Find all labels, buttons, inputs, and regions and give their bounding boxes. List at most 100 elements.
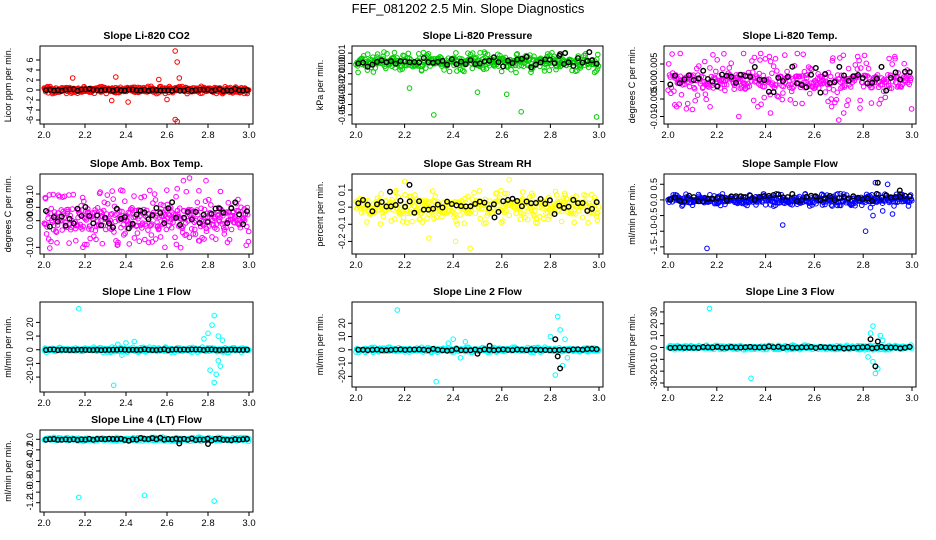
data-point <box>100 207 107 214</box>
y-tick-label: -1.0 <box>649 223 659 239</box>
data-point <box>406 198 413 205</box>
data-point <box>82 203 89 210</box>
x-tick-label: 2.0 <box>37 260 50 271</box>
data-point <box>761 94 768 101</box>
data-point <box>761 83 768 90</box>
data-point <box>713 68 719 75</box>
data-point <box>221 231 228 237</box>
data-point <box>476 60 483 67</box>
x-tick-label: 3.0 <box>905 393 918 404</box>
data-point <box>469 65 476 72</box>
data-point <box>486 342 493 349</box>
data-point <box>869 197 876 204</box>
data-point <box>702 58 708 65</box>
data-point <box>751 196 758 203</box>
data-point <box>225 199 232 206</box>
data-point <box>593 346 600 353</box>
data-point <box>42 195 49 202</box>
panel-title: Slope Li-820 Pressure <box>423 30 533 42</box>
data-point <box>484 51 491 58</box>
data-point <box>885 72 891 78</box>
data-point <box>134 230 141 236</box>
data-point <box>388 58 395 65</box>
data-point <box>870 358 876 365</box>
y-tick-label: 0.00 <box>337 55 347 73</box>
data-point <box>583 192 589 199</box>
data-point <box>752 194 759 200</box>
data-point <box>884 181 891 188</box>
data-point <box>589 205 596 212</box>
y-tick-label: 0.10 <box>25 185 35 203</box>
data-point <box>709 78 716 85</box>
y-tick-label: -0.8 <box>25 474 35 490</box>
data-point <box>870 212 876 219</box>
data-point <box>372 208 379 214</box>
data-point <box>889 61 896 67</box>
series-reference <box>667 336 913 370</box>
data-point <box>542 200 549 207</box>
data-point <box>807 90 813 97</box>
data-point <box>513 210 520 217</box>
data-point <box>907 77 914 84</box>
data-point <box>474 89 481 95</box>
data-point <box>145 216 152 223</box>
data-point <box>807 65 814 72</box>
x-tick-label: 2.2 <box>78 398 91 409</box>
data-point <box>201 336 207 342</box>
data-point <box>493 190 500 196</box>
data-point <box>838 85 844 91</box>
data-point <box>374 201 381 208</box>
data-point <box>714 83 721 90</box>
data-point <box>495 59 502 66</box>
data-point <box>399 66 406 72</box>
series-reference <box>355 336 600 372</box>
data-point <box>667 81 674 88</box>
data-point <box>483 220 489 226</box>
data-point <box>845 97 852 103</box>
data-point <box>720 65 726 72</box>
data-point <box>89 213 95 220</box>
data-point <box>50 191 56 198</box>
data-point <box>837 202 844 209</box>
data-point <box>66 240 72 246</box>
x-tick-label: 2.2 <box>78 130 91 141</box>
data-point <box>879 208 886 214</box>
data-point <box>401 178 408 185</box>
data-point <box>48 238 54 245</box>
x-tick-label: 3.0 <box>905 260 918 271</box>
data-point <box>448 200 455 207</box>
data-point <box>76 494 82 501</box>
data-point <box>462 61 469 68</box>
data-point <box>192 226 198 233</box>
data-point <box>733 79 740 86</box>
x-tick-label: 2.4 <box>759 130 772 141</box>
data-point <box>883 87 890 94</box>
series-reference <box>667 179 913 205</box>
data-point <box>571 219 578 226</box>
data-point <box>129 205 135 211</box>
data-point <box>829 58 836 64</box>
panel-title: Slope Line 3 Flow <box>746 286 836 298</box>
data-point <box>714 57 721 63</box>
x-tick-label: 2.4 <box>119 130 132 141</box>
data-point <box>524 216 531 223</box>
data-point <box>213 371 219 378</box>
data-point <box>798 81 805 88</box>
data-point <box>779 222 786 228</box>
data-point <box>518 109 525 115</box>
data-point <box>186 175 193 181</box>
data-point <box>830 55 836 61</box>
series-slope <box>353 176 602 252</box>
data-point <box>747 192 754 199</box>
data-point <box>873 190 880 197</box>
y-tick-label: 10 <box>25 331 35 341</box>
data-point <box>142 236 148 243</box>
data-point <box>689 106 696 113</box>
data-point <box>832 99 838 106</box>
data-point <box>803 75 810 81</box>
x-tick-label: 2.6 <box>808 260 821 271</box>
data-point <box>678 91 685 98</box>
data-point <box>817 197 824 204</box>
data-point <box>518 55 525 62</box>
x-tick-label: 2.8 <box>544 393 557 404</box>
